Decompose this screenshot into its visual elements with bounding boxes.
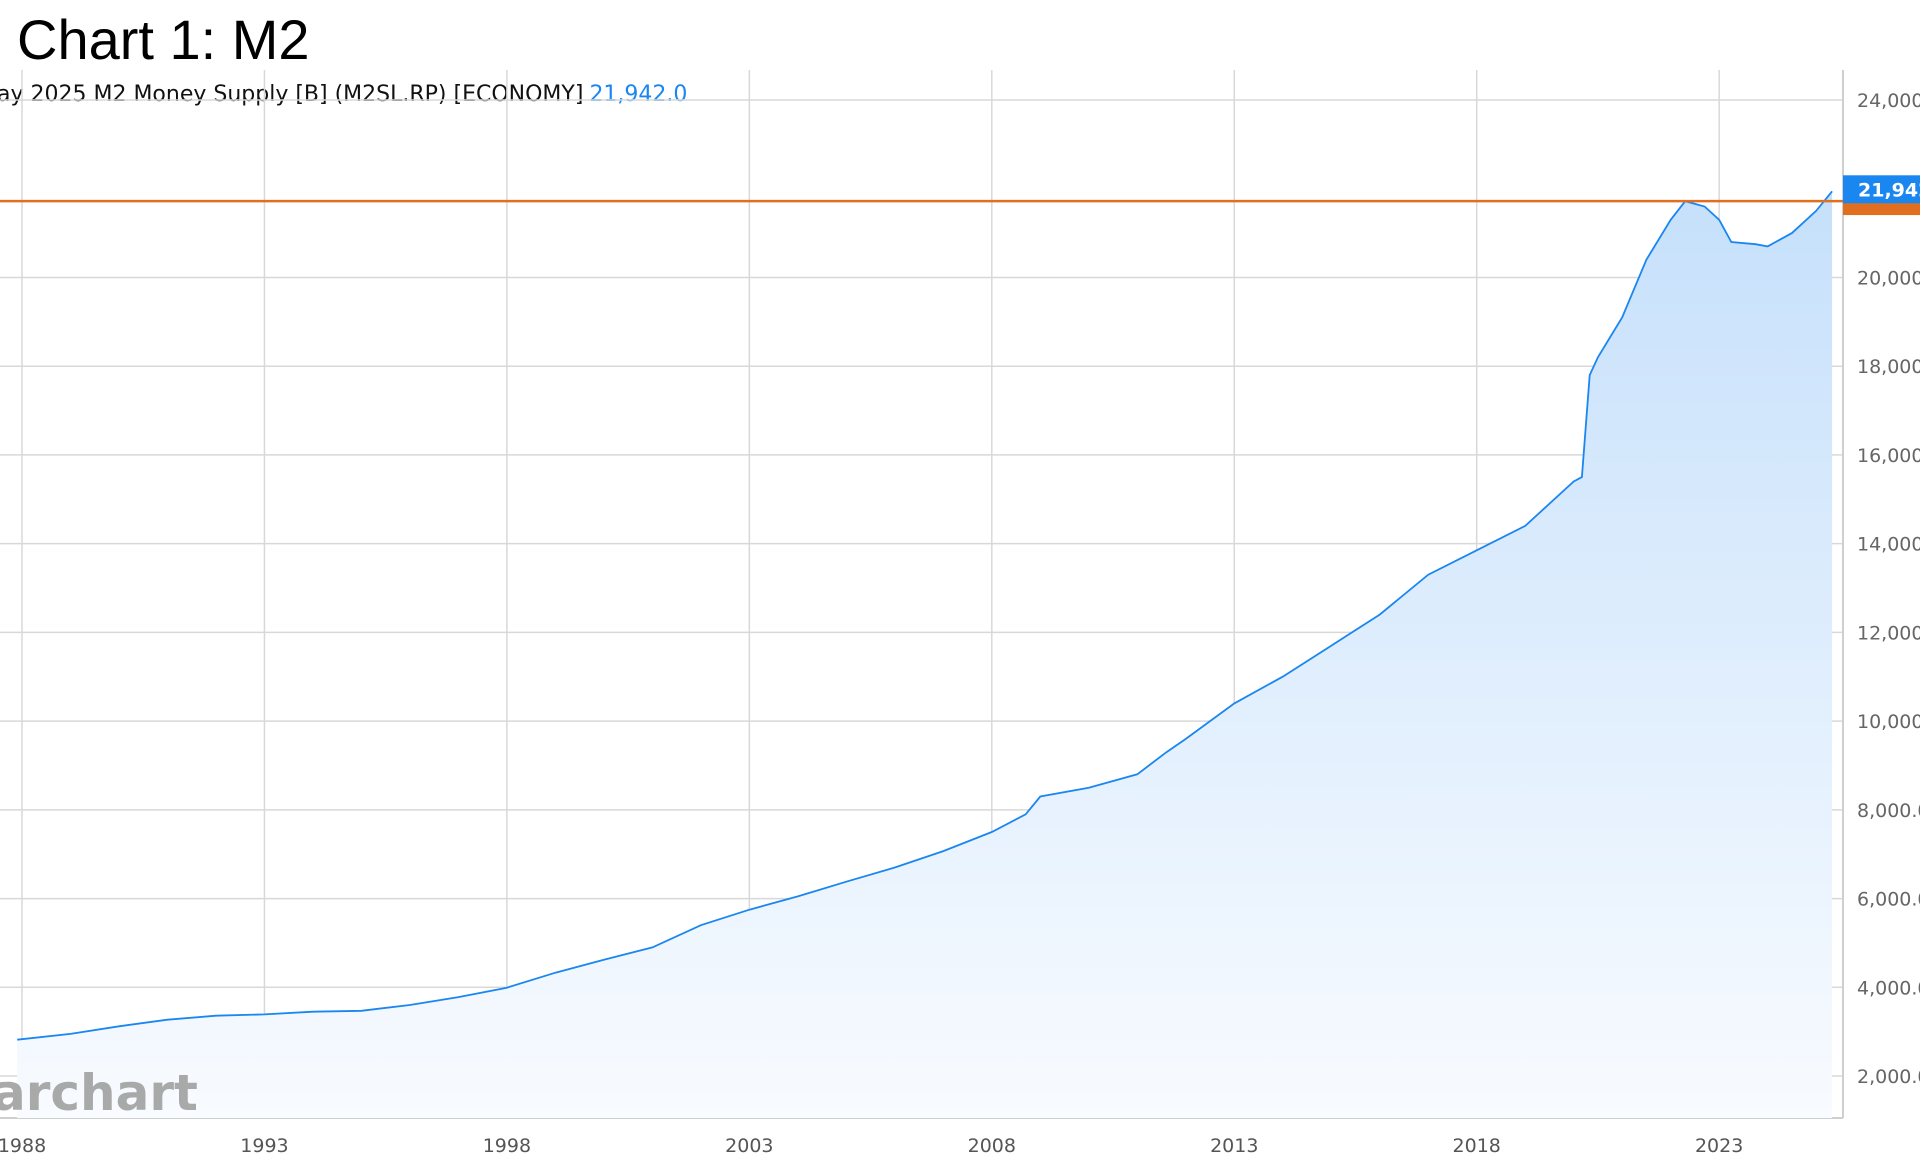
x-tick-label: 2013 bbox=[1210, 1135, 1258, 1157]
y-tick-label: 2,000.0 bbox=[1857, 1066, 1920, 1088]
x-tick-label: 1998 bbox=[483, 1135, 531, 1157]
watermark-logo: archart bbox=[0, 1064, 198, 1122]
y-tick-label: 6,000.0 bbox=[1857, 889, 1920, 911]
x-tick-label: 2023 bbox=[1695, 1135, 1743, 1157]
legend-value: 21,942.0 bbox=[589, 82, 688, 107]
y-tick-label: 24,000 bbox=[1857, 90, 1920, 112]
reference-price-tag bbox=[1843, 201, 1920, 216]
legend-date: May 2025 bbox=[0, 82, 87, 107]
y-tick-label: 16,000 bbox=[1857, 445, 1920, 467]
last-price-tag bbox=[1843, 175, 1920, 204]
x-tick-label: 2008 bbox=[968, 1135, 1016, 1157]
page-title: Chart 1: M2 bbox=[17, 8, 310, 71]
chart-legend: May 2025 M2 Money Supply [B] (M2SL.RP) [… bbox=[0, 82, 1200, 107]
y-tick-label: 12,000 bbox=[1857, 622, 1920, 644]
y-tick-label: 8,000.0 bbox=[1857, 800, 1920, 822]
x-tick-label: 2003 bbox=[725, 1135, 773, 1157]
y-tick-label: 18,000 bbox=[1857, 356, 1920, 378]
y-tick-label: 10,000 bbox=[1857, 711, 1920, 733]
series-line bbox=[17, 190, 1833, 1041]
y-tick-label: 20,000 bbox=[1857, 267, 1920, 289]
x-tick-label: 2018 bbox=[1453, 1135, 1501, 1157]
last-price-label: 21,942 bbox=[1858, 179, 1920, 201]
y-tick-label: 4,000.0 bbox=[1857, 977, 1920, 999]
x-tick-label: 1988 bbox=[0, 1135, 46, 1157]
area-fill bbox=[17, 191, 1833, 1119]
legend-series-label: M2 Money Supply [B] (M2SL.RP) [ECONOMY] bbox=[93, 82, 584, 107]
y-tick-label: 14,000 bbox=[1857, 534, 1920, 556]
x-tick-label: 1993 bbox=[240, 1135, 288, 1157]
